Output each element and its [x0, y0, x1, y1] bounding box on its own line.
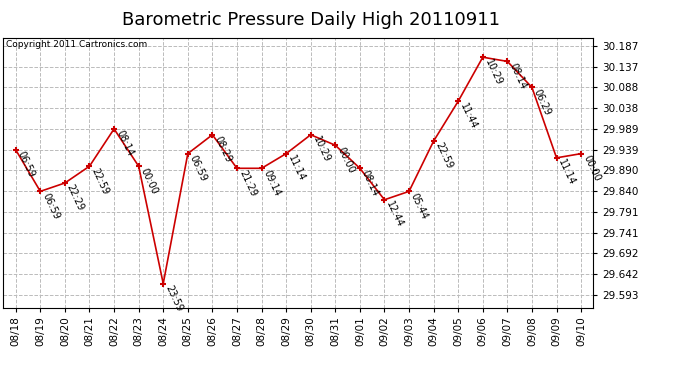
Text: 08:29: 08:29 — [213, 135, 233, 164]
Text: 06:59: 06:59 — [16, 150, 37, 179]
Text: 00:00: 00:00 — [581, 154, 602, 183]
Text: Barometric Pressure Daily High 20110911: Barometric Pressure Daily High 20110911 — [121, 11, 500, 29]
Text: 12:44: 12:44 — [384, 200, 405, 229]
Text: Copyright 2011 Cartronics.com: Copyright 2011 Cartronics.com — [6, 40, 148, 49]
Text: 10:29: 10:29 — [310, 135, 332, 164]
Text: 23:59: 23:59 — [164, 284, 184, 313]
Text: 21:29: 21:29 — [237, 168, 258, 198]
Text: 22:59: 22:59 — [90, 166, 110, 196]
Text: 00:00: 00:00 — [335, 145, 356, 175]
Text: 06:59: 06:59 — [188, 154, 208, 183]
Text: 10:29: 10:29 — [483, 57, 504, 87]
Text: 09:14: 09:14 — [262, 168, 282, 198]
Text: 22:59: 22:59 — [433, 141, 455, 171]
Text: 06:29: 06:29 — [532, 87, 553, 117]
Text: 06:59: 06:59 — [40, 191, 61, 221]
Text: 05:44: 05:44 — [409, 191, 430, 221]
Text: 00:00: 00:00 — [139, 166, 159, 196]
Text: 11:14: 11:14 — [557, 158, 578, 187]
Text: 11:44: 11:44 — [458, 101, 479, 130]
Text: 08:14: 08:14 — [507, 62, 528, 91]
Text: 11:14: 11:14 — [286, 154, 307, 183]
Text: 08:14: 08:14 — [114, 129, 135, 158]
Text: 22:29: 22:29 — [65, 183, 86, 213]
Text: 08:14: 08:14 — [360, 168, 381, 198]
